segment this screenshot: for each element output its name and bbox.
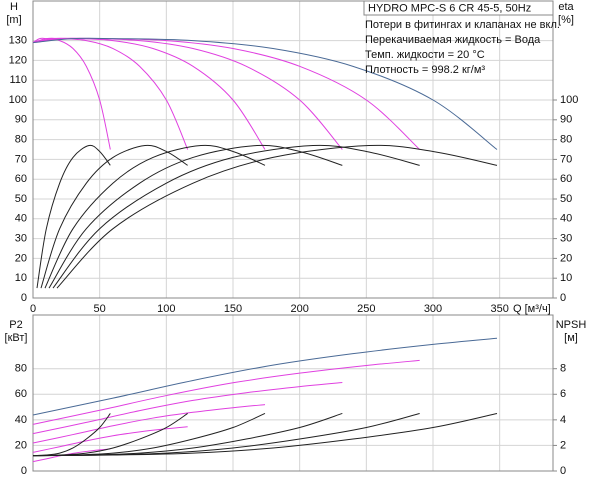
- y-tick-label: 40: [15, 414, 27, 426]
- x-tick-label: 150: [224, 303, 242, 315]
- y-tick-label: 100: [9, 94, 27, 106]
- curve: [32, 412, 498, 457]
- y-unit: [кВт]: [5, 332, 28, 344]
- y2-tick-label: 8: [560, 363, 566, 375]
- y-tick-label: 50: [15, 193, 27, 205]
- y2-tick-label: 50: [560, 193, 572, 205]
- y2-tick-label: 20: [560, 252, 572, 264]
- x-tick-label: 300: [424, 303, 442, 315]
- curve: [52, 144, 420, 289]
- curve: [32, 37, 421, 150]
- curve: [32, 359, 420, 425]
- y-tick-label: 10: [15, 272, 27, 284]
- y-tick-label: 60: [15, 173, 27, 185]
- y2-unit: [м]: [564, 332, 578, 344]
- y-tick-label: 0: [21, 292, 27, 304]
- curve: [32, 404, 266, 444]
- curve: [32, 37, 266, 150]
- y2-label: NPSH: [556, 319, 587, 331]
- y-tick-label: 110: [9, 74, 27, 86]
- y2-tick-label: 4: [560, 414, 566, 426]
- curve: [40, 144, 188, 289]
- y2-tick-label: 60: [560, 173, 572, 185]
- y2-tick-label: 10: [560, 272, 572, 284]
- y2-tick-label: 90: [560, 114, 572, 126]
- y-tick-label: 30: [15, 233, 27, 245]
- curve: [32, 37, 189, 150]
- y2-tick-label: 70: [560, 153, 572, 165]
- curve: [32, 426, 188, 453]
- x-tick-label: 50: [94, 303, 106, 315]
- y2-unit: [%]: [558, 14, 574, 26]
- y-tick-label: 130: [9, 35, 27, 47]
- plot-frame: [32, 0, 554, 299]
- y-tick-label: 60: [15, 388, 27, 400]
- curve: [32, 37, 111, 150]
- x-tick-label: 250: [357, 303, 375, 315]
- x-tick-label: 350: [490, 303, 508, 315]
- y-tick-label: 120: [9, 54, 27, 66]
- y2-tick-label: 100: [560, 94, 578, 106]
- plot-frame: [32, 314, 554, 472]
- y-tick-label: 70: [15, 153, 27, 165]
- y-tick-label: 80: [15, 363, 27, 375]
- y2-label: eta: [558, 1, 574, 13]
- curve: [36, 144, 111, 289]
- y-label: H: [10, 1, 18, 13]
- chart-title: HYDRO MPC-S 6 CR 45-5, 50Hz: [368, 2, 531, 14]
- y-tick-label: 40: [15, 213, 27, 225]
- curve: [32, 382, 343, 435]
- curve: [44, 144, 266, 289]
- y2-tick-label: 80: [560, 134, 572, 146]
- y-tick-label: 20: [15, 439, 27, 451]
- annotation: Темп. жидкости = 20 °C: [365, 49, 485, 61]
- y-tick-label: 90: [15, 114, 27, 126]
- y2-tick-label: 40: [560, 213, 572, 225]
- annotation: Плотность = 998.2 кг/м³: [365, 64, 485, 76]
- y-tick-label: 80: [15, 134, 27, 146]
- curve: [32, 37, 498, 150]
- y2-tick-label: 0: [560, 465, 566, 477]
- x-tick-label: 200: [290, 303, 308, 315]
- y2-tick-label: 0: [560, 292, 566, 304]
- y-label: P2: [9, 319, 22, 331]
- y-tick-label: 0: [21, 465, 27, 477]
- y2-tick-label: 2: [560, 439, 566, 451]
- curve: [48, 144, 343, 289]
- y2-tick-label: 6: [560, 388, 566, 400]
- x-tick-label: 0: [30, 303, 36, 315]
- x-tick-label: 100: [157, 303, 175, 315]
- curve: [32, 337, 498, 416]
- annotation: Перекачиваемая жидкость = Вода: [365, 34, 541, 46]
- y2-tick-label: 30: [560, 233, 572, 245]
- y-tick-label: 20: [15, 252, 27, 264]
- curve: [32, 448, 111, 463]
- curve: [56, 144, 498, 289]
- title-box: [363, 0, 554, 16]
- x-label: Q [м³/ч]: [513, 303, 551, 315]
- y-unit: [m]: [6, 14, 21, 26]
- annotation: Потери в фитингах и клапанах не вкл.: [365, 19, 560, 31]
